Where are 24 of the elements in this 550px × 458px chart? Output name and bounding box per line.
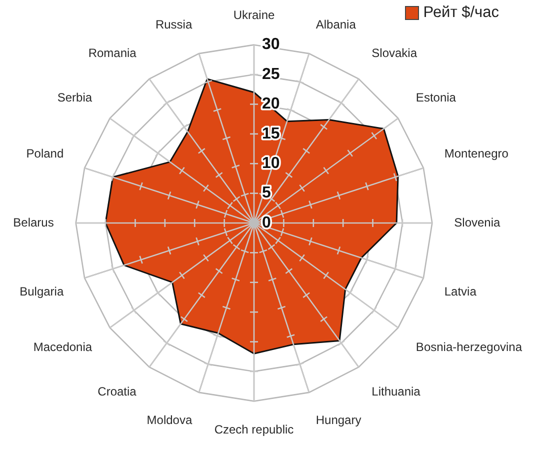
spoke-label: Moldova: [146, 412, 192, 427]
spoke-label: Latvia: [444, 284, 477, 298]
legend-label: Рейт $/час: [423, 4, 499, 22]
spoke-label: Slovenia: [454, 215, 501, 230]
spoke-label: Poland: [26, 146, 64, 160]
spoke-label: Belarus: [13, 215, 54, 230]
spoke-label: Romania: [88, 46, 137, 60]
spoke-label: Slovakia: [372, 46, 418, 60]
spoke-label: Bulgaria: [20, 284, 64, 298]
spoke-label: Macedonia: [33, 340, 92, 354]
spoke-label: Czech republic: [214, 422, 294, 437]
spoke-label: Lithuania: [372, 384, 421, 398]
spoke-label: Serbia: [57, 90, 92, 104]
y-tick-label: 30: [262, 36, 280, 54]
spoke-label: Hungary: [316, 412, 362, 427]
spoke-label: Russia: [155, 18, 192, 32]
spoke-label: Bosnia-herzegovina: [416, 340, 522, 354]
spoke-label: Croatia: [98, 384, 137, 398]
y-tick-label: 15: [262, 125, 280, 142]
y-tick-label: 25: [262, 66, 280, 83]
spoke-label: Estonia: [416, 90, 456, 104]
spoke-label: Ukraine: [233, 8, 275, 22]
spoke-label: Montenegro: [444, 146, 509, 160]
spoke-label: Albania: [316, 18, 356, 32]
